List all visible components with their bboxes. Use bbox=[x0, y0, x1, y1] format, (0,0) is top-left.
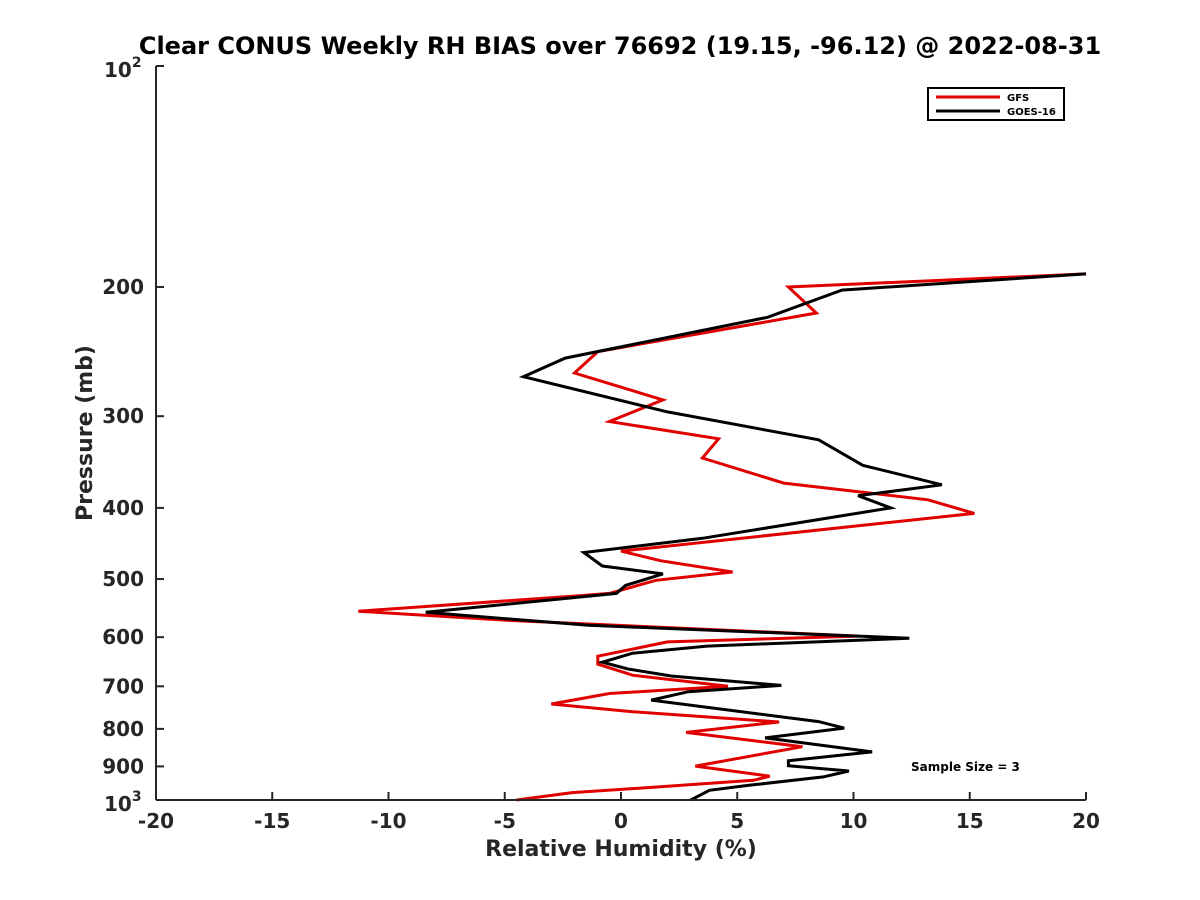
y-tick-label: 300 bbox=[102, 404, 144, 428]
series-line-gfs bbox=[358, 272, 1087, 802]
legend: GFS GOES-16 bbox=[927, 87, 1065, 121]
x-tick-label: 15 bbox=[956, 809, 984, 833]
y-tick-label: 800 bbox=[102, 717, 144, 741]
sample-size-annotation: Sample Size = 3 bbox=[911, 760, 1020, 774]
y-tick-label: 900 bbox=[102, 754, 144, 778]
y-tick-label: 400 bbox=[102, 496, 144, 520]
x-tick-label: 5 bbox=[730, 809, 744, 833]
series-layer bbox=[358, 272, 1087, 802]
y-tick-label: 600 bbox=[102, 625, 144, 649]
x-tick-label: 0 bbox=[614, 809, 628, 833]
chart-title: Clear CONUS Weekly RH BIAS over 76692 (1… bbox=[139, 32, 1101, 60]
y-tick-bottom-exp: 3 bbox=[132, 789, 142, 805]
x-tick-label: -20 bbox=[138, 809, 174, 833]
y-tick-label: 200 bbox=[102, 275, 144, 299]
y-tick-top-exp: 2 bbox=[132, 55, 142, 71]
y-tick-top-base: 10 bbox=[104, 58, 132, 82]
y-axis-label: Pressure (mb) bbox=[73, 345, 98, 521]
y-tick-label: 500 bbox=[102, 567, 144, 591]
legend-label-gfs: GFS bbox=[1007, 93, 1029, 104]
legend-box bbox=[927, 87, 1065, 121]
x-axis-ticks: -20 -15 -10 -5 0 5 10 15 20 bbox=[138, 792, 1100, 833]
x-tick-label: -5 bbox=[494, 809, 516, 833]
x-tick-label: -10 bbox=[370, 809, 406, 833]
series-line-goes-16 bbox=[425, 272, 1087, 802]
x-axis-label: Relative Humidity (%) bbox=[485, 837, 757, 862]
plot-area bbox=[156, 66, 1086, 800]
y-axis-ticks: 200 300 400 500 600 700 800 900 bbox=[102, 65, 164, 801]
y-tick-bottom-base: 10 bbox=[104, 792, 132, 816]
x-tick-label: 10 bbox=[840, 809, 868, 833]
y-tick-label: 700 bbox=[102, 674, 144, 698]
y-tick-label-top: 102 bbox=[104, 55, 142, 82]
x-tick-label: 20 bbox=[1072, 809, 1100, 833]
legend-label-goes16: GOES-16 bbox=[1007, 107, 1056, 118]
x-tick-label: -15 bbox=[254, 809, 290, 833]
y-tick-label-bottom: 103 bbox=[104, 789, 142, 816]
